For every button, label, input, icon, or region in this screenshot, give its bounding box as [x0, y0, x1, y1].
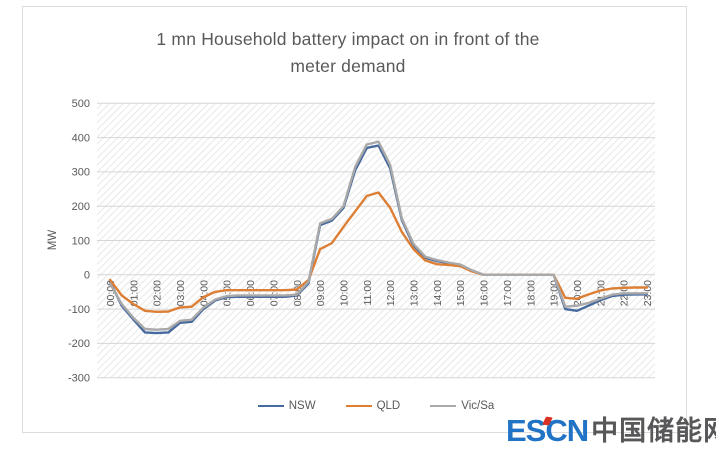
x-tick-label: 11:00: [362, 280, 374, 306]
y-tick-label: -300: [68, 373, 90, 385]
x-tick-label: 20:00: [572, 280, 584, 306]
x-tick-label: 07:00: [268, 280, 280, 306]
legend-label: QLD: [376, 400, 401, 412]
gridlines: [97, 102, 655, 379]
y-tick-label: -200: [68, 338, 90, 350]
chart-legend: NSW QLD Vic/Sa: [97, 400, 655, 412]
escn-logo-text: ESCN: [506, 414, 589, 448]
x-tick-label: 03:00: [175, 280, 187, 306]
chart-title: 1 mn Household battery impact on in fron…: [88, 26, 608, 80]
x-axis-tick-labels: 00:00 01:00 02:00 03:00 04:00 05:00 06:00 07:00…: [105, 280, 654, 306]
legend-line-swatch: [430, 405, 457, 407]
x-tick-label: 12:00: [385, 280, 397, 306]
x-tick-label: 14:00: [432, 280, 444, 306]
x-tick-label: 05:00: [222, 280, 234, 306]
x-tick-label: 06:00: [245, 280, 257, 306]
legend-item-vicsa: Vic/Sa: [430, 400, 494, 412]
y-tick-label: 200: [72, 201, 90, 213]
legend-line-swatch: [345, 405, 372, 407]
legend-item-nsw: NSW: [257, 400, 316, 412]
legend-label: Vic/Sa: [461, 400, 495, 412]
y-axis-tick-labels: -300 -200 -100 0 100 200 300 400 500: [68, 98, 90, 384]
legend-item-qld: QLD: [345, 400, 401, 412]
y-tick-label: 300: [72, 167, 90, 179]
x-tick-label: 18:00: [525, 280, 537, 306]
escn-watermark: ESCN 中国储能网: [506, 414, 716, 448]
escn-chinese-text: 中国储能网: [591, 416, 716, 446]
x-tick-label: 13:00: [409, 280, 421, 306]
x-tick-label: 02:00: [152, 280, 164, 306]
series-line-vicsa: [108, 140, 649, 331]
chart-title-line2: meter demand: [290, 56, 406, 76]
y-tick-label: 400: [72, 132, 90, 144]
y-tick-label: -100: [68, 304, 90, 316]
y-axis-title: MW: [47, 230, 59, 251]
legend-line-swatch: [257, 405, 284, 407]
legend-label: NSW: [288, 400, 316, 412]
x-tick-label: 04:00: [198, 280, 210, 306]
series-lines: [108, 140, 649, 335]
x-tick-label: 15:00: [455, 280, 467, 306]
x-tick-label: 01:00: [128, 280, 140, 306]
y-tick-label: 100: [72, 235, 90, 247]
x-tick-label: 17:00: [502, 280, 514, 306]
x-tick-label: 10:00: [339, 280, 351, 306]
chart-title-line1: 1 mn Household battery impact on in fron…: [156, 29, 540, 49]
y-tick-label: 0: [84, 270, 90, 282]
x-tick-label: 16:00: [479, 280, 491, 306]
x-tick-label: 09:00: [315, 280, 327, 306]
y-tick-label: 500: [72, 98, 90, 110]
